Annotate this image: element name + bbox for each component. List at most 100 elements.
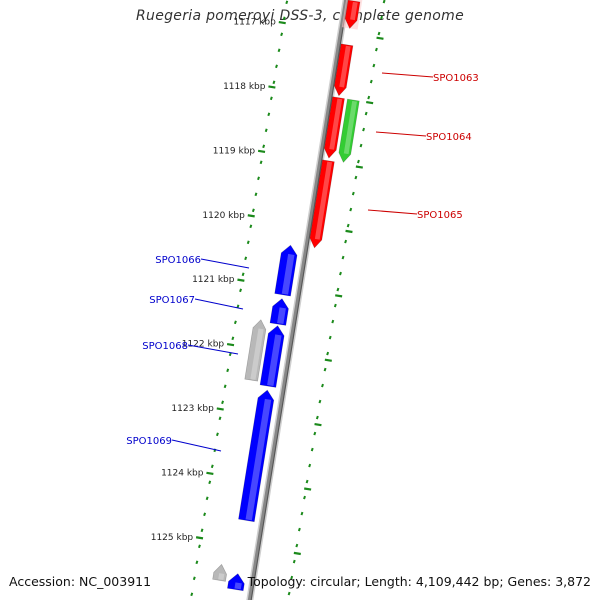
gene-arrow[interactable] (244, 319, 268, 382)
major-tick-inner (206, 471, 214, 476)
major-tick-outer (335, 294, 343, 298)
gene-leader-line (194, 298, 244, 310)
minor-tick-inner (259, 160, 263, 165)
gene-layer (212, 0, 364, 592)
gene-label-spo1066: SPO1066 (155, 255, 201, 266)
minor-tick-inner (275, 64, 278, 69)
minor-tick-inner (244, 256, 248, 261)
minor-tick-outer (287, 591, 291, 596)
major-tick-outer (345, 229, 353, 234)
minor-tick-outer (374, 47, 378, 52)
accession-text: Accession: NC_003911 (9, 574, 152, 589)
minor-tick-inner (236, 304, 240, 309)
gene-arrow-spo1066[interactable] (274, 244, 299, 297)
gene-arrow-spo1064[interactable] (337, 98, 360, 163)
kbp-label: 1121 kbp (192, 275, 235, 285)
minor-tick-inner (262, 144, 266, 149)
gene-arrow-spo1069[interactable] (238, 389, 275, 523)
minor-tick-outer (326, 351, 330, 356)
gene-sheen (343, 100, 357, 155)
minor-tick-outer (372, 63, 376, 68)
gene-sheen (234, 582, 242, 590)
kbp-label: 1123 kbp (171, 404, 214, 414)
minor-tick-inner (280, 32, 284, 37)
minor-tick-inner (208, 480, 212, 485)
minor-tick-inner (203, 512, 207, 517)
gene-body (309, 159, 335, 249)
minor-tick-inner (246, 240, 250, 245)
minor-tick-inner (231, 336, 235, 341)
gene-body (259, 325, 285, 388)
minor-tick-outer (377, 31, 381, 36)
major-tick-outer (314, 423, 322, 427)
gene-arrow[interactable] (212, 563, 228, 582)
minor-tick-outer (349, 207, 353, 212)
gene-arrow[interactable] (227, 572, 245, 592)
minor-tick-outer (313, 431, 317, 436)
gene-arrow-spo1068[interactable] (259, 324, 285, 388)
gene-arrow[interactable] (341, 0, 364, 30)
minor-tick-inner (282, 16, 286, 21)
kbp-label: 1124 kbp (161, 468, 204, 478)
minor-tick-inner (233, 320, 237, 325)
gene-leader-line (187, 344, 239, 355)
gene-body (238, 389, 275, 523)
gene-arrow-spo1063[interactable] (333, 43, 354, 97)
minor-tick-outer (346, 223, 350, 228)
minor-tick-outer (290, 575, 294, 580)
genome-summary-text: Topology: circular; Length: 4,109,442 bp… (247, 574, 591, 589)
minor-tick-outer (341, 255, 345, 260)
minor-tick-outer (292, 559, 296, 564)
gene-body (269, 298, 289, 326)
major-tick-inner (195, 536, 204, 540)
gene-arrow-spo1065[interactable] (309, 159, 335, 249)
map-title: Ruegeria pomeroyi DSS-3, complete genome (136, 8, 464, 24)
major-tick-inner (257, 149, 266, 154)
gene-body (244, 319, 267, 382)
gene-label-spo1067: SPO1067 (149, 295, 195, 306)
minor-tick-outer (351, 191, 355, 196)
minor-tick-outer (295, 543, 299, 548)
minor-tick-outer (300, 511, 304, 516)
gene-sheen (218, 573, 225, 581)
minor-tick-inner (198, 544, 201, 549)
gene-body (334, 43, 354, 97)
gene-label-spo1065: SPO1065 (417, 210, 463, 221)
minor-tick-outer (310, 447, 314, 452)
minor-tick-inner (241, 272, 245, 277)
minor-tick-outer (359, 143, 363, 148)
minor-tick-outer (369, 79, 373, 84)
major-tick-inner (268, 85, 276, 89)
gene-arrow-spo1067[interactable] (269, 297, 290, 326)
minor-tick-inner (205, 496, 209, 501)
gene-body (324, 96, 345, 159)
major-tick-outer (376, 36, 384, 40)
minor-tick-outer (364, 111, 368, 116)
major-tick-inner (278, 20, 286, 25)
minor-tick-inner (228, 352, 232, 357)
kbp-label: 1117 kbp (233, 18, 276, 28)
minor-tick-inner (190, 592, 194, 597)
minor-tick-outer (382, 0, 386, 4)
minor-tick-outer (354, 175, 358, 180)
gene-body (344, 0, 361, 29)
minor-tick-inner (218, 416, 222, 421)
minor-tick-outer (380, 15, 384, 20)
minor-tick-inner (251, 208, 255, 213)
minor-tick-inner (285, 0, 289, 5)
gene-sheen (267, 334, 282, 386)
minor-tick-inner (269, 96, 273, 101)
gene-sheen (277, 307, 286, 324)
kbp-label: 1125 kbp (151, 533, 194, 543)
backbone-edge (250, 0, 348, 600)
major-tick-inner (237, 278, 245, 282)
minor-tick-inner (200, 528, 204, 533)
gene-arrow[interactable] (323, 96, 345, 159)
gene-label-spo1069: SPO1069 (126, 436, 172, 447)
gene-sheen (245, 398, 272, 521)
gene-sheen (314, 161, 333, 240)
kbp-label: 1118 kbp (223, 82, 266, 92)
backbone-line (247, 0, 349, 600)
